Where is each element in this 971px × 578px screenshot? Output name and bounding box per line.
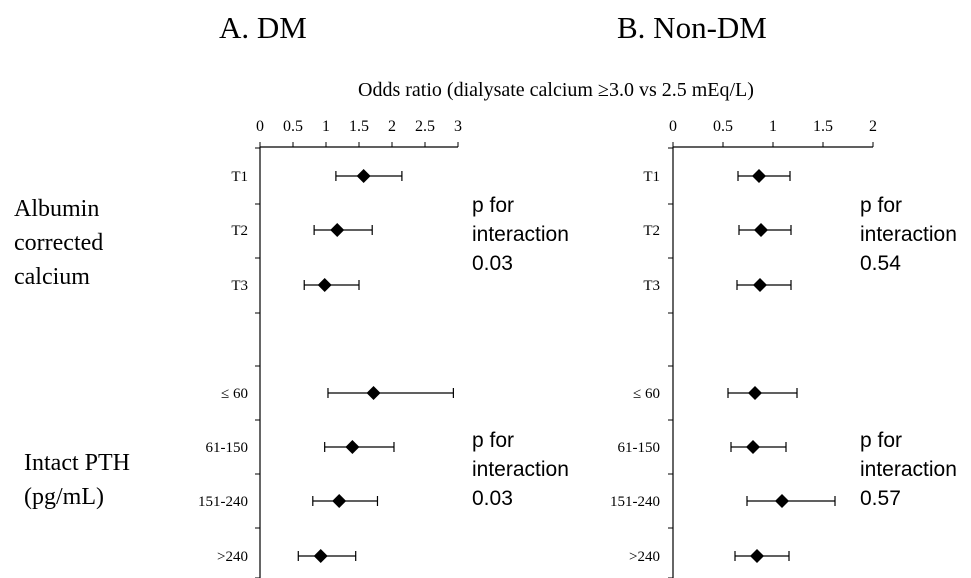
x-tick-label: 1 <box>769 118 777 135</box>
forest-point: ≤ 60 <box>633 386 798 402</box>
forest-point: 151-240 <box>198 494 379 510</box>
x-tick-label: 0.5 <box>283 118 303 135</box>
figure-axis-title: Odds ratio (dialysate calcium ≥3.0 vs 2.… <box>358 79 754 101</box>
forest-point: T3 <box>643 278 792 294</box>
odds-ratio-marker <box>775 494 789 508</box>
interaction-p-value: p for interaction 0.54 <box>860 194 957 275</box>
interaction-p-value: p for interaction 0.03 <box>472 194 569 275</box>
x-tick-label: 3 <box>454 118 462 135</box>
odds-ratio-marker <box>750 549 764 563</box>
group-label-pth-line-1: Intact PTH <box>24 450 130 476</box>
interaction-text: p for <box>472 194 514 217</box>
row-label: >240 <box>629 549 660 565</box>
x-tick-label: 0 <box>256 118 264 135</box>
interaction-text: interaction <box>860 223 957 246</box>
odds-ratio-marker <box>332 494 347 508</box>
x-tick-label: 0.5 <box>713 118 733 135</box>
odds-ratio-marker <box>748 386 762 400</box>
group-label-albumin-calcium: Albumin corrected calcium <box>14 196 103 290</box>
group-label-albumin-line-1: Albumin <box>14 196 99 222</box>
forest-point: 61-150 <box>206 440 395 456</box>
odds-ratio-marker <box>356 169 371 183</box>
panel-a: 0 0.5 1 1.5 2 2.5 3 T1 T2 T3 ≤ 60 61-150 151-240 >240… <box>198 118 569 578</box>
interaction-text: 0.57 <box>860 487 901 510</box>
row-label: 61-150 <box>206 440 249 456</box>
x-tick-label: 2 <box>388 118 396 135</box>
forest-point: 61-150 <box>618 440 787 456</box>
interaction-text: p for <box>860 194 902 217</box>
interaction-text: interaction <box>860 458 957 481</box>
interaction-text: interaction <box>472 223 569 246</box>
forest-point: T1 <box>643 169 791 185</box>
forest-point: T3 <box>231 278 360 294</box>
interaction-text: interaction <box>472 458 569 481</box>
panel-b-title: B. Non-DM <box>617 10 767 45</box>
odds-ratio-marker <box>330 223 345 237</box>
x-tick-label: 2.5 <box>415 118 435 135</box>
group-label-intact-pth: Intact PTH (pg/mL) <box>24 450 130 510</box>
group-label-pth-line-2: (pg/mL) <box>24 484 104 510</box>
x-tick-label: 1.5 <box>813 118 833 135</box>
interaction-text: 0.03 <box>472 252 513 275</box>
odds-ratio-marker <box>317 278 332 292</box>
row-label: T1 <box>231 169 248 185</box>
odds-ratio-marker <box>366 386 381 400</box>
odds-ratio-marker <box>753 278 767 292</box>
interaction-text: 0.03 <box>472 487 513 510</box>
row-label: ≤ 60 <box>633 386 660 402</box>
row-label: 61-150 <box>618 440 661 456</box>
forest-point: ≤ 60 <box>221 386 454 402</box>
x-tick-label: 1.5 <box>349 118 369 135</box>
panel-b: 0 0.5 1 1.5 2 T1 T2 T3 ≤ 60 61-150 151-240 >240 p fo… <box>610 118 957 578</box>
odds-ratio-marker <box>345 440 360 454</box>
x-tick-label: 1 <box>322 118 330 135</box>
group-label-albumin-line-2: corrected <box>14 230 103 256</box>
row-label: T2 <box>231 223 248 239</box>
forest-point: T1 <box>231 169 403 185</box>
forest-point: 151-240 <box>610 494 836 510</box>
forest-point: >240 <box>217 549 357 565</box>
row-label: 151-240 <box>198 494 248 510</box>
x-tick-label: 0 <box>669 118 677 135</box>
row-label: T1 <box>643 169 660 185</box>
forest-point: T2 <box>643 223 792 239</box>
row-label: ≤ 60 <box>221 386 248 402</box>
odds-ratio-marker <box>752 169 766 183</box>
row-label: >240 <box>217 549 248 565</box>
interaction-text: 0.54 <box>860 252 901 275</box>
group-label-albumin-line-3: calcium <box>14 264 90 290</box>
x-tick-label: 2 <box>869 118 877 135</box>
row-label: T3 <box>643 278 660 294</box>
forest-point: T2 <box>231 223 373 239</box>
forest-point: >240 <box>629 549 790 565</box>
interaction-p-value: p for interaction 0.03 <box>472 429 569 510</box>
interaction-text: p for <box>860 429 902 452</box>
interaction-p-value: p for interaction 0.57 <box>860 429 957 510</box>
odds-ratio-marker <box>746 440 760 454</box>
row-label: T2 <box>643 223 660 239</box>
interaction-text: p for <box>472 429 514 452</box>
odds-ratio-marker <box>313 549 328 563</box>
odds-ratio-marker <box>754 223 768 237</box>
panel-a-title: A. DM <box>219 10 307 45</box>
row-label: 151-240 <box>610 494 660 510</box>
forest-panels: 0 0.5 1 1.5 2 2.5 3 T1 T2 T3 ≤ 60 61-150 151-240 >240… <box>198 118 957 578</box>
row-label: T3 <box>231 278 248 294</box>
